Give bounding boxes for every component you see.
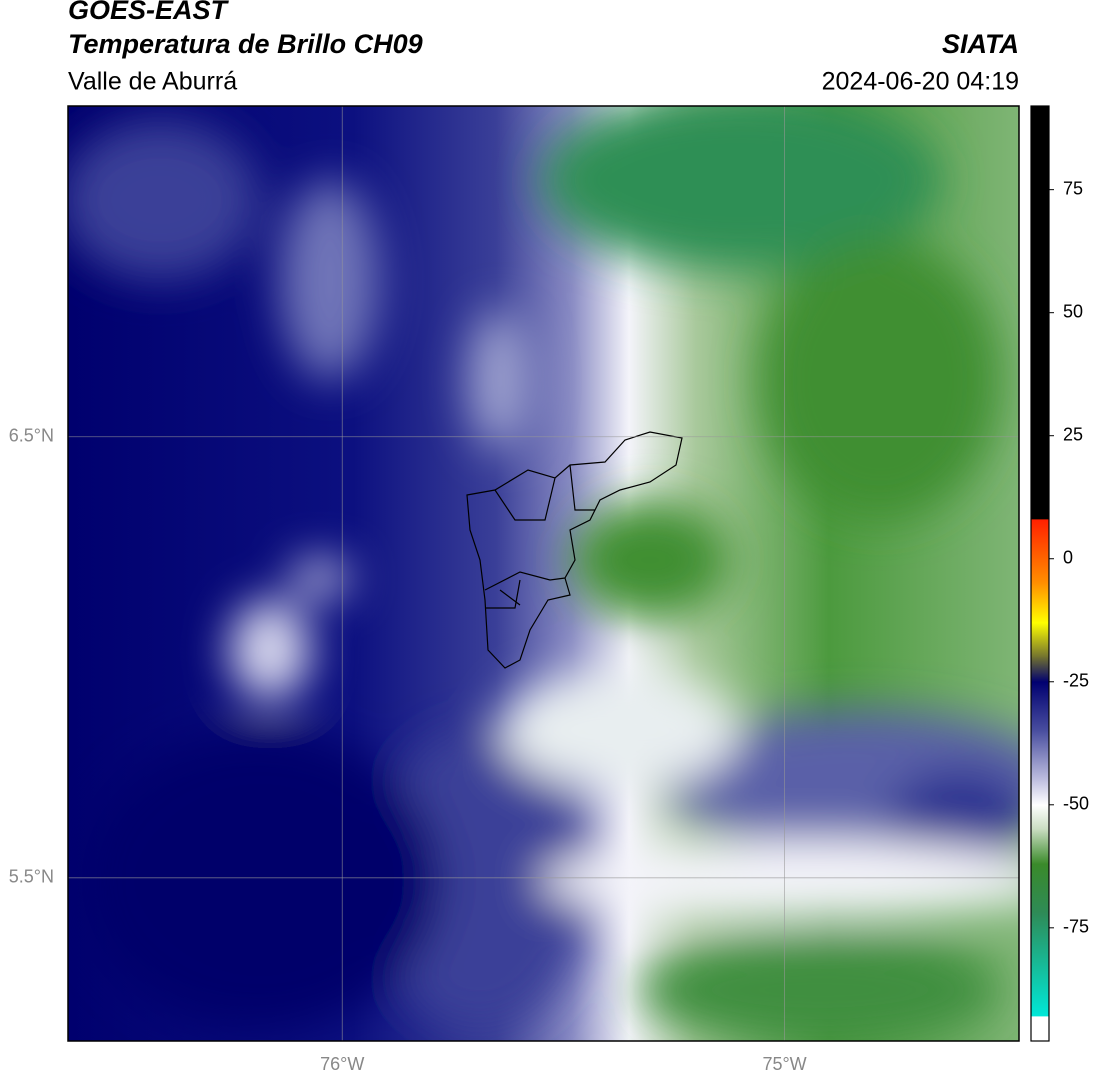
subtitle: Temperatura de Brillo CH09: [68, 29, 423, 59]
colorbar-tick-label: 0: [1063, 547, 1073, 567]
colorbar-segment: [1031, 780, 1049, 806]
colorbar-frame: [1030, 105, 1050, 1042]
colorbar-tick-label: 50: [1063, 301, 1083, 321]
lon-tick-label: 76°W: [320, 1054, 364, 1074]
lat-tick-label: 5.5°N: [9, 867, 54, 887]
region: Valle de Aburrá: [68, 68, 237, 96]
satellite-image: [68, 106, 1019, 1041]
title: GOES-EAST: [68, 0, 230, 25]
lat-tick-label: 6.5°N: [9, 426, 54, 446]
colorbar-segment: [1031, 622, 1049, 658]
colorbar-segment: [1031, 1016, 1049, 1042]
colorbar-segment: [1031, 829, 1049, 865]
colorbar-segment: [1031, 106, 1049, 520]
colorbar-tick-label: -50: [1063, 794, 1089, 814]
colorbar-segment: [1031, 730, 1049, 781]
colorbar-segment: [1031, 804, 1049, 830]
colorbar-tick-label: 25: [1063, 424, 1083, 444]
lon-tick-label: 75°W: [762, 1054, 806, 1074]
datetime: 2024-06-20 04:19: [822, 68, 1019, 96]
colorbar-segment: [1031, 583, 1049, 624]
colorbar-segment: [1031, 681, 1049, 732]
colorbar-segment: [1031, 657, 1049, 683]
colorbar-segment: [1031, 519, 1049, 584]
map-frame: [67, 105, 1020, 1042]
colorbar-segment: [1031, 913, 1049, 1017]
source: SIATA: [942, 29, 1019, 59]
colorbar-segment: [1031, 863, 1049, 914]
colorbar-tick-label: -75: [1063, 917, 1089, 937]
colorbar-tick-label: 75: [1063, 178, 1083, 198]
colorbar-tick-label: -25: [1063, 671, 1089, 691]
